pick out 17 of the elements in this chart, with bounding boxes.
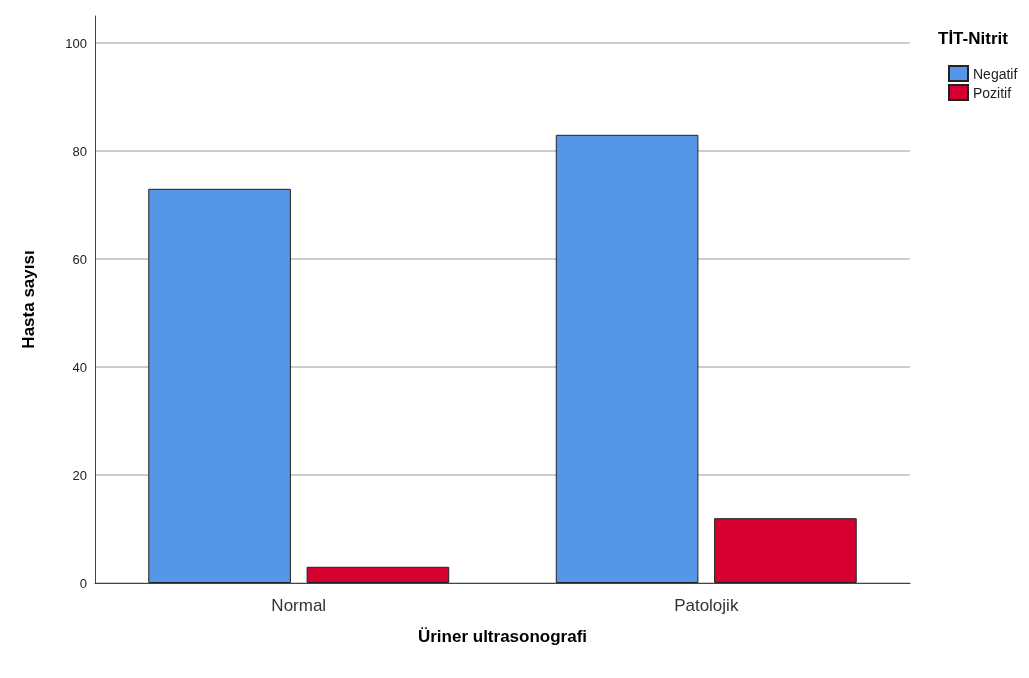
x-axis-title: Üriner ultrasonografi xyxy=(417,627,588,646)
legend-title: TİT-Nitrit xyxy=(938,29,1009,48)
y-tick-label: 40 xyxy=(72,359,87,375)
x-tick-label: Normal xyxy=(271,596,327,615)
y-tick-label: 20 xyxy=(72,467,87,483)
y-tick-label: 80 xyxy=(72,143,87,159)
bar xyxy=(714,518,857,583)
bar xyxy=(148,188,291,583)
y-tick-label: 100 xyxy=(65,35,87,51)
bar xyxy=(555,134,699,583)
y-tick-label: 0 xyxy=(79,575,87,591)
y-tick-label: 60 xyxy=(72,251,87,267)
x-tick-label: Patolojik xyxy=(674,596,739,615)
y-axis-title: Hasta sayısı xyxy=(19,250,38,349)
bar xyxy=(306,566,450,583)
legend-label: Pozitif xyxy=(973,84,1012,101)
legend-label: Negatif xyxy=(973,65,1018,82)
